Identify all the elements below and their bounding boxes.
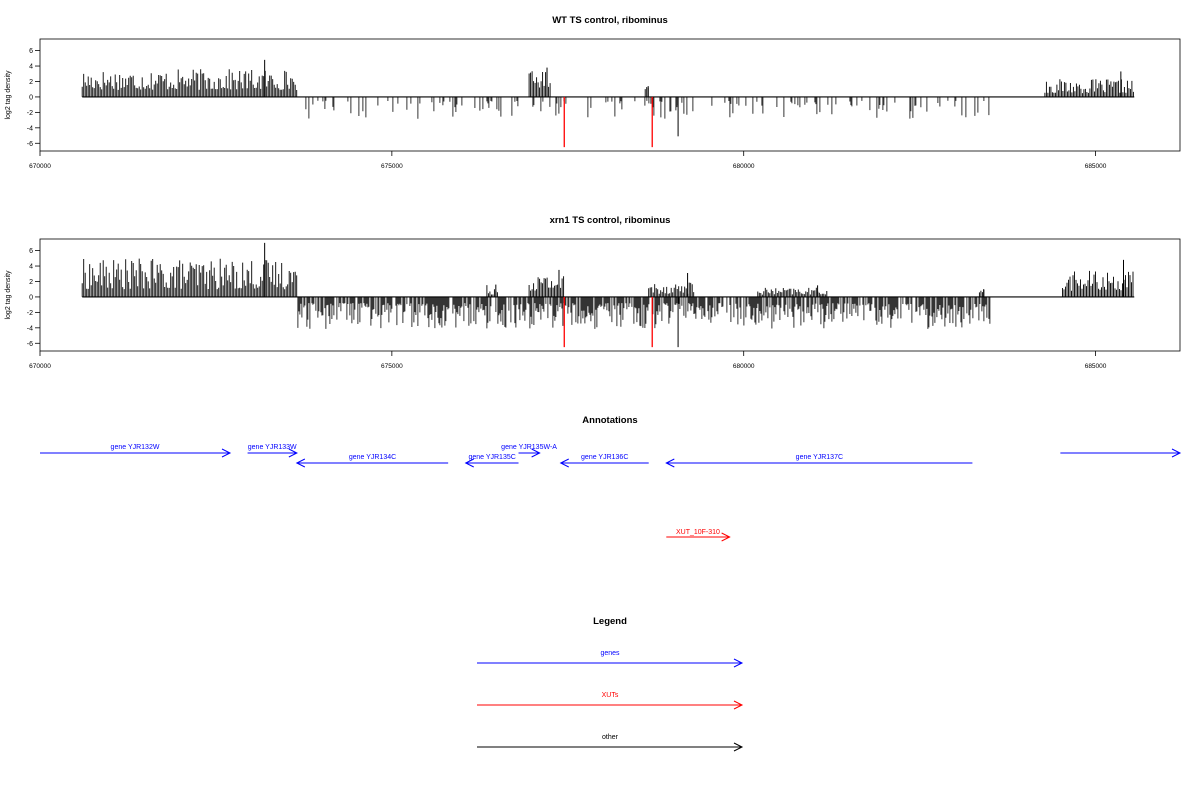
gene-label: gene YJR136C [581,454,628,461]
gene-arrow: gene YJR133W [247,444,298,458]
y-tick-label: 0 [29,94,33,101]
y-tick-label: 2 [29,279,33,286]
legend-item-other: other [477,734,744,752]
arrow-head [464,458,474,468]
annotations-title: Annotations [582,415,637,426]
coverage-bars [81,242,1135,348]
plus-strand-bars [757,287,828,297]
legend: Legend genes XUTs other [477,616,744,752]
y-tick-label: 4 [29,64,33,71]
axes: -6 -4 -2 0 2 4 6 670000 675000 680000 685000 [27,248,1107,370]
plus-strand-bars [648,282,695,297]
legend-arrow-head [733,658,744,668]
plus-strand-bars [81,258,298,297]
gene-arrow: gene YJR134C [295,454,449,468]
minus-strand-bars [305,96,990,119]
arrow-head [295,458,306,468]
arrow-head [559,458,569,468]
y-axis-label: log2 tag density [5,270,12,320]
y-tick-label: 6 [29,248,33,255]
coverage-bars [81,59,1135,148]
y-tick-label: -6 [27,141,33,148]
arrow-head [288,448,298,458]
arrow-head [531,448,541,458]
chart-title: xrn1 TS control, ribominus [550,215,671,226]
legend-label: genes [600,650,620,657]
gene-label: gene YJR134C [349,454,396,461]
legend-item-xuts: XUTs [477,692,744,710]
gene-label: gene YJR137C [796,454,843,461]
chart-title: WT TS control, ribominus [552,15,668,26]
wt-coverage-panel: WT TS control, ribominus log2 tag densit… [5,15,1181,170]
plus-strand-bars [528,276,565,297]
y-tick-label: 6 [29,48,33,55]
xrn1-coverage-panel: xrn1 TS control, ribominus log2 tag dens… [5,215,1181,370]
x-tick-label: 680000 [733,363,755,370]
annotations-track: Annotations gene YJR132W gene YJR133Wgene… [40,415,1182,542]
x-tick-label: 680000 [733,163,755,170]
plus-strand-bars [81,69,298,97]
feature-arrows: gene YJR132W gene YJR133W gene YJR134C gene… [40,444,1182,542]
legend-title: Legend [593,616,627,627]
y-tick-label: 4 [29,264,33,271]
gene-arrow [1060,448,1182,458]
minus-strand-bars [297,296,991,329]
y-tick-label: -2 [27,110,33,117]
legend-arrow-head [733,700,744,710]
gene-arrow: gene YJR135C [464,454,519,468]
legend-label: other [602,734,619,741]
xut-label: XUT_10F-310 [676,529,720,536]
y-tick-label: -4 [27,125,33,132]
legend-label: XUTs [602,692,619,699]
x-tick-label: 675000 [381,363,403,370]
gene-arrow: gene YJR135W-A [501,444,557,458]
y-tick-label: 0 [29,294,33,301]
gene-arrow: gene YJR132W [40,444,232,458]
plus-strand-bars [978,289,985,297]
legend-item-genes: genes [477,650,744,668]
arrow-head [665,458,675,468]
gene-label: gene YJR135W-A [501,444,557,451]
legend-items: genes XUTs other [477,650,744,752]
arrow-head [1171,448,1182,458]
y-axis-label: log2 tag density [5,70,12,120]
legend-arrow-head [733,742,744,752]
plus-strand-bars [1044,79,1134,97]
plus-strand-bars [528,71,551,97]
arrow-head [221,448,232,458]
axes: -6 -4 -2 0 2 4 6 670000 675000 680000 685000 [27,48,1107,170]
gene-label: gene YJR132W [111,444,160,451]
gene-arrow: gene YJR137C [665,454,973,468]
arrow-head [721,532,731,542]
plot-frame [39,38,1181,152]
y-tick-label: -2 [27,310,33,317]
plus-strand-bars [1062,270,1134,297]
gene-arrow: gene YJR136C [559,454,649,468]
xut-arrow: XUT_10F-310 [666,529,731,542]
gene-label: gene YJR135C [468,454,515,461]
plot-frame [39,238,1181,352]
x-tick-label: 685000 [1085,163,1107,170]
x-tick-label: 675000 [381,163,403,170]
y-tick-label: -4 [27,325,33,332]
y-tick-label: -6 [27,341,33,348]
gene-label: gene YJR133W [248,444,297,451]
x-tick-label: 670000 [29,363,51,370]
x-tick-label: 685000 [1085,363,1107,370]
y-tick-label: 2 [29,79,33,86]
x-tick-label: 670000 [29,163,51,170]
